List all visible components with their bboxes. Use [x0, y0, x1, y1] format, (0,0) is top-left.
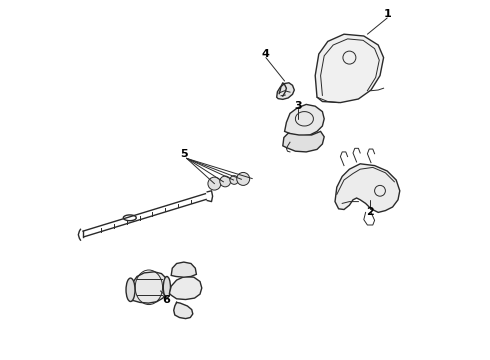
Circle shape: [230, 176, 239, 184]
Polygon shape: [174, 302, 193, 319]
Polygon shape: [335, 164, 400, 212]
Circle shape: [220, 176, 231, 187]
Circle shape: [208, 177, 221, 190]
Text: 5: 5: [180, 149, 188, 159]
Ellipse shape: [163, 276, 171, 298]
Polygon shape: [170, 276, 202, 300]
Circle shape: [237, 172, 250, 185]
Ellipse shape: [126, 278, 135, 302]
Polygon shape: [285, 104, 324, 136]
Text: 2: 2: [366, 207, 374, 217]
Polygon shape: [171, 262, 196, 277]
Polygon shape: [130, 272, 168, 303]
Text: 4: 4: [262, 49, 270, 59]
Polygon shape: [277, 83, 294, 99]
Text: 3: 3: [294, 101, 302, 111]
Polygon shape: [315, 34, 384, 103]
Text: 1: 1: [383, 9, 391, 19]
Polygon shape: [283, 131, 324, 152]
Text: 6: 6: [162, 294, 170, 305]
